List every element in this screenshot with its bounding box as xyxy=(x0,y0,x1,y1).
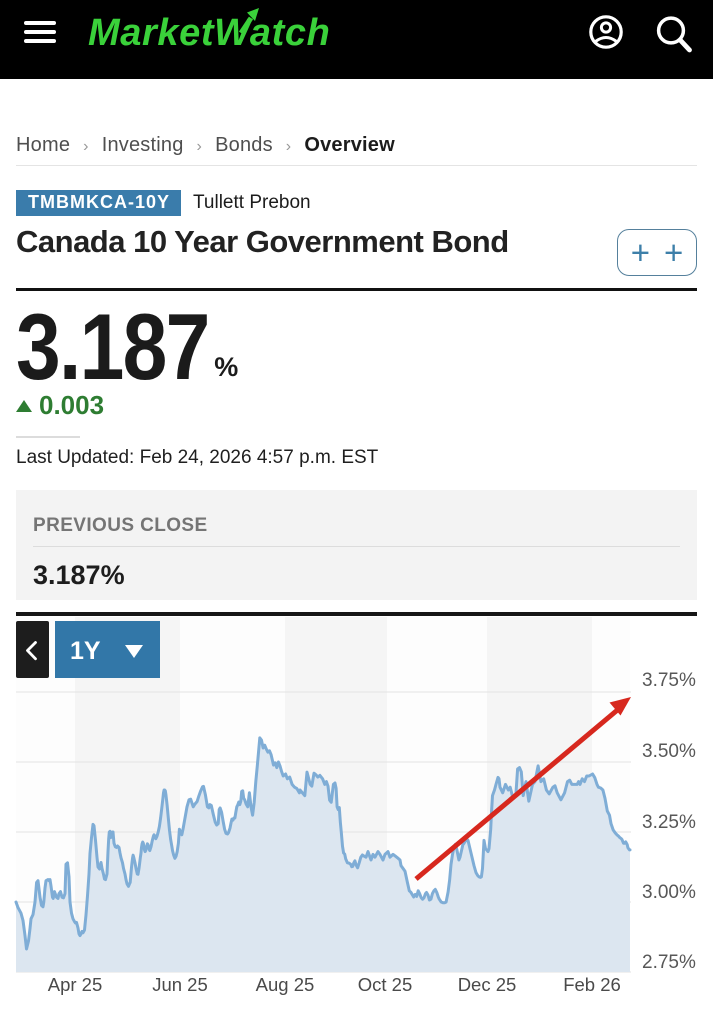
svg-text:Jun 25: Jun 25 xyxy=(152,974,208,995)
svg-text:3.50%: 3.50% xyxy=(642,741,696,762)
svg-text:Apr 25: Apr 25 xyxy=(48,974,103,995)
svg-text:3.75%: 3.75% xyxy=(642,670,696,691)
svg-text:3.00%: 3.00% xyxy=(642,882,696,903)
svg-text:1Y: 1Y xyxy=(70,637,101,665)
svg-text:2.75%: 2.75% xyxy=(642,952,696,973)
svg-text:3.25%: 3.25% xyxy=(642,812,696,833)
svg-text:Aug 25: Aug 25 xyxy=(256,974,315,995)
svg-text:Dec 25: Dec 25 xyxy=(458,974,517,995)
svg-text:Oct 25: Oct 25 xyxy=(358,974,413,995)
svg-text:Feb 26: Feb 26 xyxy=(563,974,621,995)
